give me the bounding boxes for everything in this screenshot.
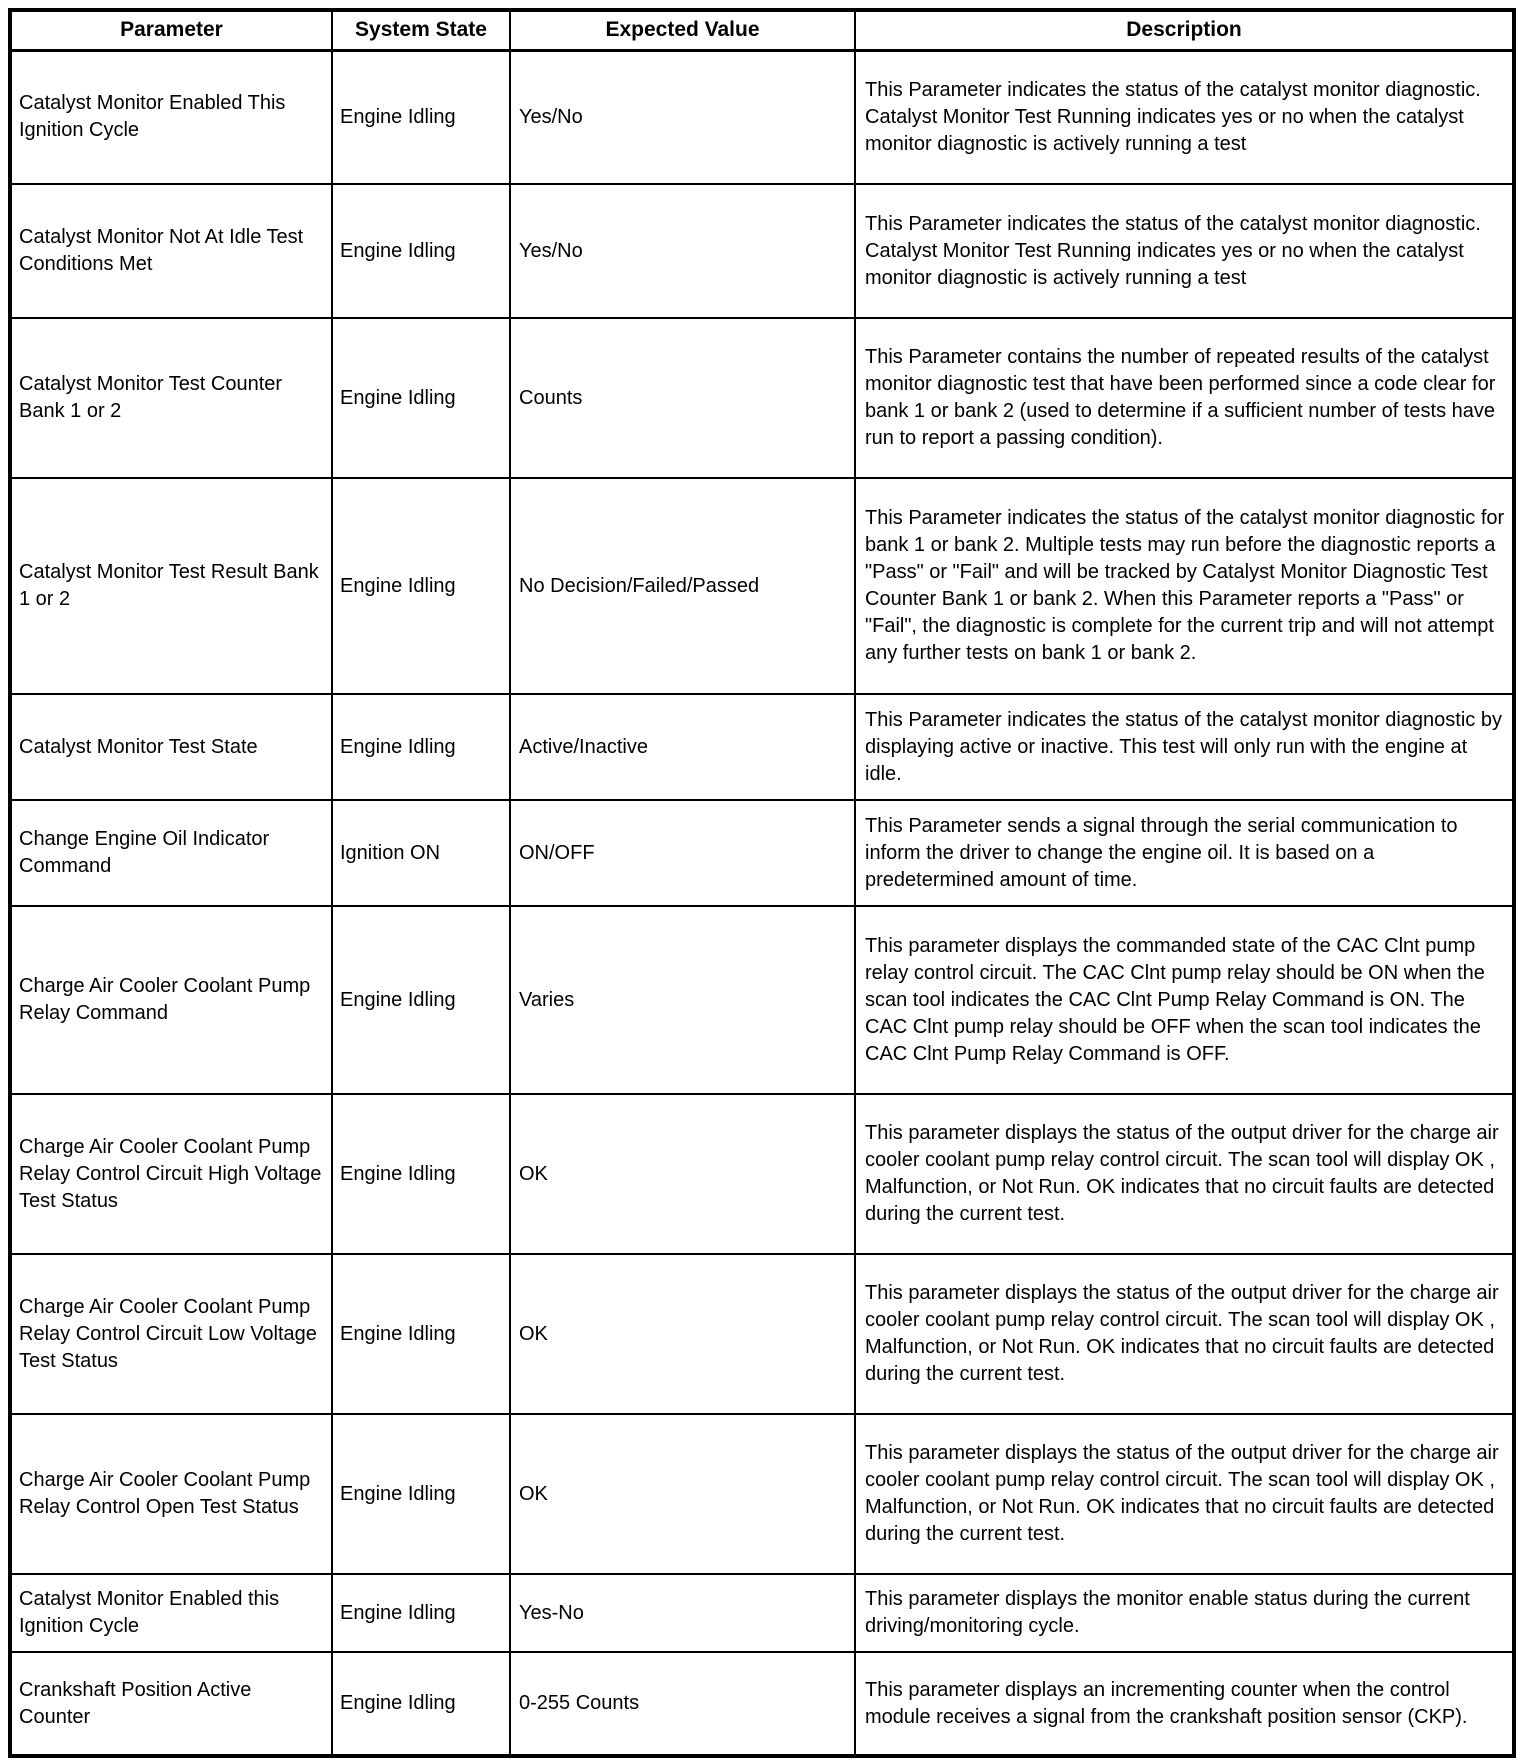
- header-expected-value: Expected Value: [509, 9, 856, 52]
- system-state-cell: Engine Idling: [331, 477, 511, 695]
- table-row: Catalyst Monitor Test Result Bank 1 or 2…: [9, 477, 1515, 695]
- description-cell: This Parameter contains the number of re…: [854, 317, 1515, 479]
- parameter-cell: Catalyst Monitor Enabled This Ignition C…: [9, 49, 333, 185]
- parameter-cell: Catalyst Monitor Test Result Bank 1 or 2: [9, 477, 333, 695]
- expected-value-cell: Yes/No: [509, 183, 856, 319]
- table-row: Catalyst Monitor Test Counter Bank 1 or …: [9, 317, 1515, 479]
- header-row: Parameter System State Expected Value De…: [9, 9, 1515, 52]
- description-cell: This Parameter indicates the status of t…: [854, 477, 1515, 695]
- parameter-cell: Catalyst Monitor Test Counter Bank 1 or …: [9, 317, 333, 479]
- system-state-cell: Engine Idling: [331, 905, 511, 1095]
- parameter-cell: Charge Air Cooler Coolant Pump Relay Con…: [9, 1413, 333, 1575]
- description-cell: This Parameter indicates the status of t…: [854, 183, 1515, 319]
- expected-value-cell: OK: [509, 1413, 856, 1575]
- table-row: Catalyst Monitor Enabled This Ignition C…: [9, 49, 1515, 185]
- header-system-state: System State: [331, 9, 511, 52]
- table-row: Charge Air Cooler Coolant Pump Relay Con…: [9, 1093, 1515, 1255]
- table-row: Change Engine Oil Indicator Command Igni…: [9, 799, 1515, 907]
- table-row: Charge Air Cooler Coolant Pump Relay Con…: [9, 1253, 1515, 1415]
- description-cell: This parameter displays the status of th…: [854, 1413, 1515, 1575]
- header-parameter: Parameter: [9, 9, 333, 52]
- table-row: Catalyst Monitor Enabled this Ignition C…: [9, 1573, 1515, 1653]
- system-state-cell: Engine Idling: [331, 1651, 511, 1757]
- table-row: Charge Air Cooler Coolant Pump Relay Com…: [9, 905, 1515, 1095]
- description-cell: This Parameter indicates the status of t…: [854, 693, 1515, 801]
- expected-value-cell: Yes/No: [509, 49, 856, 185]
- parameter-cell: Catalyst Monitor Enabled this Ignition C…: [9, 1573, 333, 1653]
- description-cell: This parameter displays the commanded st…: [854, 905, 1515, 1095]
- expected-value-cell: ON/OFF: [509, 799, 856, 907]
- parameter-cell: Crankshaft Position Active Counter: [9, 1651, 333, 1757]
- system-state-cell: Engine Idling: [331, 183, 511, 319]
- system-state-cell: Engine Idling: [331, 1253, 511, 1415]
- description-cell: This parameter displays the status of th…: [854, 1093, 1515, 1255]
- expected-value-cell: 0-255 Counts: [509, 1651, 856, 1757]
- expected-value-cell: OK: [509, 1253, 856, 1415]
- description-cell: This parameter displays the status of th…: [854, 1253, 1515, 1415]
- description-cell: This parameter displays the monitor enab…: [854, 1573, 1515, 1653]
- description-cell: This Parameter sends a signal through th…: [854, 799, 1515, 907]
- parameter-cell: Catalyst Monitor Test State: [9, 693, 333, 801]
- system-state-cell: Ignition ON: [331, 799, 511, 907]
- expected-value-cell: Counts: [509, 317, 856, 479]
- parameter-cell: Change Engine Oil Indicator Command: [9, 799, 333, 907]
- system-state-cell: Engine Idling: [331, 317, 511, 479]
- parameter-cell: Charge Air Cooler Coolant Pump Relay Com…: [9, 905, 333, 1095]
- system-state-cell: Engine Idling: [331, 1093, 511, 1255]
- table-row: Catalyst Monitor Not At Idle Test Condit…: [9, 183, 1515, 319]
- expected-value-cell: Yes-No: [509, 1573, 856, 1653]
- system-state-cell: Engine Idling: [331, 1573, 511, 1653]
- system-state-cell: Engine Idling: [331, 693, 511, 801]
- system-state-cell: Engine Idling: [331, 1413, 511, 1575]
- table-row: Crankshaft Position Active Counter Engin…: [9, 1651, 1515, 1757]
- table-row: Charge Air Cooler Coolant Pump Relay Con…: [9, 1413, 1515, 1575]
- header-description: Description: [854, 9, 1515, 52]
- description-cell: This Parameter indicates the status of t…: [854, 49, 1515, 185]
- expected-value-cell: No Decision/Failed/Passed: [509, 477, 856, 695]
- description-cell: This parameter displays an incrementing …: [854, 1651, 1515, 1757]
- parameter-cell: Charge Air Cooler Coolant Pump Relay Con…: [9, 1253, 333, 1415]
- expected-value-cell: Active/Inactive: [509, 693, 856, 801]
- expected-value-cell: OK: [509, 1093, 856, 1255]
- parameters-table: Parameter System State Expected Value De…: [8, 8, 1516, 1758]
- expected-value-cell: Varies: [509, 905, 856, 1095]
- system-state-cell: Engine Idling: [331, 49, 511, 185]
- table-row: Catalyst Monitor Test State Engine Idlin…: [9, 693, 1515, 801]
- parameter-cell: Charge Air Cooler Coolant Pump Relay Con…: [9, 1093, 333, 1255]
- parameter-cell: Catalyst Monitor Not At Idle Test Condit…: [9, 183, 333, 319]
